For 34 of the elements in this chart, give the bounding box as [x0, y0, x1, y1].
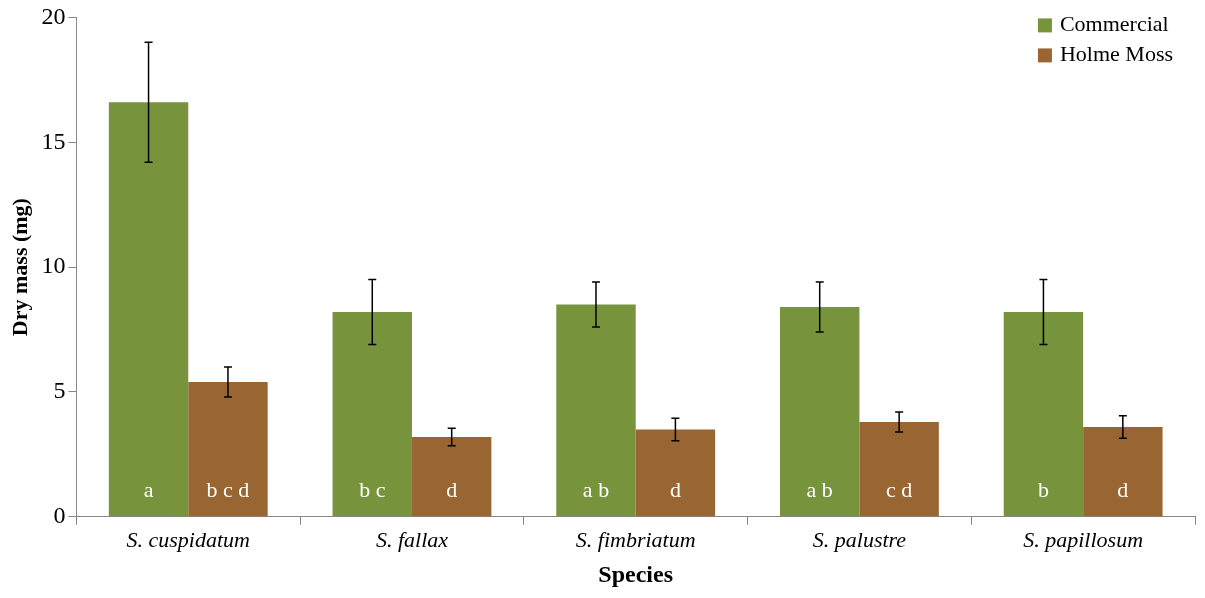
bar: [108, 102, 189, 517]
legend-label: Commercial: [1059, 11, 1169, 37]
bar: [1083, 426, 1163, 517]
data-label: a: [143, 476, 154, 502]
x-axis-title: Species: [598, 560, 674, 587]
y-tick-label: 0: [53, 502, 66, 529]
data-label: b: [1037, 476, 1049, 502]
y-axis-title: Dry mass (mg): [6, 198, 32, 337]
data-label: b c: [359, 476, 386, 502]
x-tick-label: S. palustre: [812, 526, 907, 552]
y-tick-label: 5: [53, 377, 66, 404]
data-label: d: [1117, 476, 1129, 502]
data-label: b c d: [206, 476, 250, 502]
y-tick-label: 15: [41, 127, 66, 154]
bar: [188, 381, 268, 517]
data-label: a b: [806, 476, 833, 502]
data-label: a b: [582, 476, 610, 502]
x-tick-label: S. fimbriatum: [575, 526, 696, 552]
x-tick-label: S. fallax: [375, 526, 449, 552]
bar: [411, 436, 492, 517]
bar: [556, 304, 636, 517]
data-label: d: [669, 476, 681, 502]
bar: [780, 307, 860, 517]
data-label: d: [446, 476, 458, 502]
data-label: c d: [886, 476, 913, 502]
legend-label: Holme Moss: [1059, 41, 1173, 67]
y-tick-label: 20: [41, 2, 66, 29]
bar: [859, 421, 939, 517]
x-tick-label: S. cuspidatum: [126, 526, 250, 552]
bar: [332, 312, 412, 517]
bar: [635, 429, 716, 517]
bar: [1003, 312, 1084, 517]
y-tick-label: 10: [41, 252, 66, 279]
x-tick-label: S. papillosum: [1023, 526, 1144, 552]
